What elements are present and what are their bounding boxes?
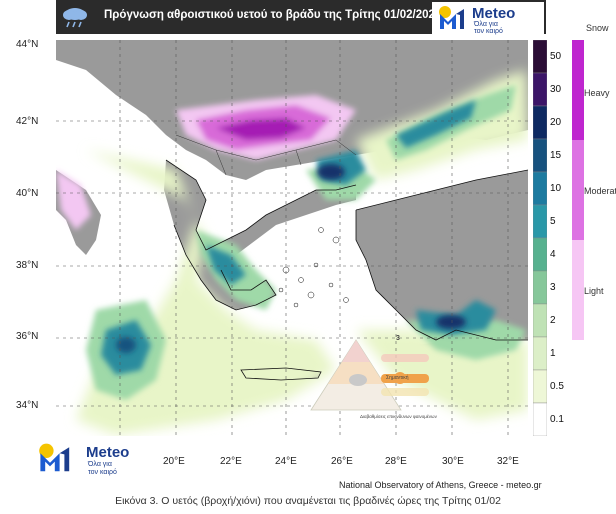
warning-footer: Διαβαθμίσεις επικίνδυνων φαινομένων	[360, 414, 437, 419]
lon-label: 24°E	[275, 456, 297, 467]
rain-legend-swatch	[533, 402, 547, 436]
rain-legend-swatch	[533, 105, 547, 140]
rain-legend-value: 1	[550, 347, 556, 359]
logo-tagline-2: τον καιρό	[474, 28, 503, 35]
snow-level-label: Light	[584, 286, 604, 296]
rain-legend-value: 4	[550, 248, 556, 260]
snow-legend-swatch	[572, 240, 584, 340]
snow-legend-swatch	[572, 140, 584, 240]
rain-legend-swatch	[533, 237, 547, 272]
snow-legend-bar	[572, 40, 584, 340]
logo-tagline-1: Όλα για	[88, 461, 112, 468]
rain-legend-value: 2	[550, 314, 556, 326]
lat-label: 34°N	[16, 400, 39, 411]
lat-label: 36°N	[16, 331, 39, 342]
coastlines	[165, 159, 528, 381]
rain-legend-swatch	[533, 204, 547, 239]
forecast-title: Πρόγνωση αθροιστικού υετού το βράδυ της …	[104, 9, 442, 21]
warning-level-number: 3	[396, 335, 400, 342]
rain-legend-swatch	[533, 270, 547, 305]
gridlines	[56, 40, 528, 436]
meteo-logo-icon	[39, 443, 70, 472]
lat-label: 38°N	[16, 260, 39, 271]
lon-label: 22°E	[220, 456, 242, 467]
rain-legend-swatch	[533, 336, 547, 371]
snow-level-label: Heavy	[584, 88, 610, 98]
snow-layer	[56, 95, 356, 230]
meteo-logo-top: Meteo Όλα για τον καιρό	[432, 2, 544, 35]
rain-legend-value: 50	[550, 50, 562, 62]
rain-legend-value: 10	[550, 182, 562, 194]
lat-label: 44°N	[16, 39, 39, 50]
map-credit: National Observatory of Athens, Greece -…	[339, 480, 542, 490]
rain-legend-swatch	[533, 72, 547, 107]
rain-legend-swatch	[533, 303, 547, 338]
lon-label: 32°E	[497, 456, 519, 467]
rain-legend-value: 3	[550, 281, 556, 293]
rain-cloud-icon	[60, 4, 90, 30]
rain-legend-value: 20	[550, 116, 562, 128]
rain-legend-value: 0.5	[550, 380, 564, 392]
rain-legend-swatch	[533, 369, 547, 404]
meteo-logo-icon	[439, 6, 464, 29]
logo-wordmark: Meteo	[472, 5, 516, 22]
lon-label: 26°E	[331, 456, 353, 467]
lat-label: 42°N	[16, 116, 39, 127]
rain-legend-value: 15	[550, 149, 562, 161]
rain-legend-value: 5	[550, 215, 556, 227]
precipitation-map	[56, 40, 528, 436]
snow-legend-swatch	[572, 40, 584, 140]
rain-legend-swatch	[533, 138, 547, 173]
warning-level-label: Σημαντική	[386, 375, 409, 381]
meteo-logo-bottom: Meteo Όλα για τον καιρό	[36, 438, 156, 478]
lon-label: 30°E	[442, 456, 464, 467]
rain-legend-swatch	[533, 171, 547, 206]
logo-tagline-2: τον καιρό	[88, 469, 117, 476]
snow-level-label: Moderate	[584, 186, 616, 196]
rain-legend-swatch	[533, 40, 547, 74]
rain-very-heavy-layer	[116, 164, 466, 353]
snow-legend-title: Snow	[586, 23, 609, 33]
rain-legend-value: 30	[550, 83, 562, 95]
rain-legend-value: 0.1	[550, 413, 564, 425]
borders	[175, 134, 357, 176]
lon-label: 20°E	[163, 456, 185, 467]
figure-caption: Εικόνα 3. Ο υετός (βροχή/χιόνι) που αναμ…	[115, 495, 501, 507]
lat-label: 40°N	[16, 188, 39, 199]
lon-label: 28°E	[385, 456, 407, 467]
rain-legend-bar	[533, 40, 547, 436]
warning-level-badge	[394, 372, 406, 384]
warning-levels-inset	[310, 339, 429, 411]
logo-tagline-1: Όλα για	[474, 21, 498, 28]
logo-wordmark: Meteo	[86, 444, 130, 461]
